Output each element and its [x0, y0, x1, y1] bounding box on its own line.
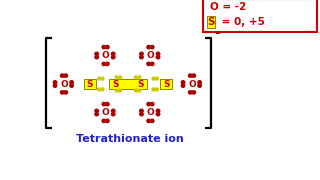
Text: S: S [112, 80, 118, 89]
Bar [160, 79, 172, 89]
Circle shape [95, 52, 99, 55]
Circle shape [155, 88, 158, 91]
Circle shape [70, 84, 73, 87]
Circle shape [111, 109, 115, 112]
Circle shape [192, 74, 196, 77]
Circle shape [95, 109, 99, 112]
Circle shape [198, 81, 201, 84]
Circle shape [140, 109, 143, 112]
Circle shape [192, 91, 196, 94]
Circle shape [106, 102, 109, 106]
Circle shape [95, 55, 99, 59]
Circle shape [102, 102, 106, 106]
Circle shape [101, 77, 104, 80]
Text: O: O [188, 80, 196, 89]
Circle shape [138, 89, 141, 92]
Bar [203, 0, 317, 31]
Bar [207, 16, 215, 28]
Circle shape [150, 119, 154, 123]
Circle shape [60, 74, 64, 77]
Circle shape [134, 76, 138, 79]
Bar [109, 79, 147, 89]
Circle shape [147, 119, 150, 123]
Text: = 0, +5: = 0, +5 [218, 17, 264, 27]
Circle shape [101, 88, 104, 91]
Circle shape [156, 112, 160, 116]
Text: O: O [102, 51, 109, 60]
Circle shape [147, 46, 150, 49]
Circle shape [102, 46, 106, 49]
Circle shape [150, 46, 154, 49]
Circle shape [156, 55, 160, 59]
Circle shape [140, 55, 143, 59]
Circle shape [156, 109, 160, 112]
Circle shape [188, 91, 192, 94]
Circle shape [115, 76, 118, 79]
Text: S: S [138, 80, 144, 89]
Text: 2 -: 2 - [215, 26, 228, 36]
Text: O: O [60, 80, 68, 89]
Circle shape [64, 91, 68, 94]
Circle shape [111, 112, 115, 116]
Circle shape [70, 81, 73, 84]
Circle shape [150, 62, 154, 66]
Circle shape [134, 89, 138, 92]
Circle shape [150, 102, 154, 106]
Circle shape [181, 81, 185, 84]
Circle shape [140, 52, 143, 55]
Text: S: S [207, 17, 215, 27]
Text: O: O [147, 51, 154, 60]
Bar [84, 79, 96, 89]
Circle shape [111, 55, 115, 59]
Circle shape [188, 74, 192, 77]
Circle shape [147, 62, 150, 66]
Circle shape [95, 112, 99, 116]
Circle shape [152, 88, 155, 91]
Text: O = -2: O = -2 [210, 2, 246, 12]
Circle shape [115, 89, 118, 92]
Text: O: O [102, 108, 109, 117]
Circle shape [98, 77, 101, 80]
Circle shape [106, 46, 109, 49]
Text: Tetrathionate ion: Tetrathionate ion [76, 134, 183, 145]
Circle shape [106, 119, 109, 123]
Circle shape [102, 62, 106, 66]
Circle shape [98, 88, 101, 91]
Circle shape [106, 62, 109, 66]
Text: S: S [163, 80, 170, 89]
Text: S: S [86, 80, 93, 89]
Circle shape [53, 81, 57, 84]
Circle shape [118, 89, 122, 92]
Circle shape [198, 84, 201, 87]
Circle shape [118, 76, 122, 79]
Circle shape [156, 52, 160, 55]
Circle shape [140, 112, 143, 116]
Circle shape [60, 91, 64, 94]
Circle shape [147, 102, 150, 106]
Circle shape [155, 77, 158, 80]
Text: O: O [147, 108, 154, 117]
Circle shape [181, 84, 185, 87]
Circle shape [138, 76, 141, 79]
Circle shape [111, 52, 115, 55]
Circle shape [102, 119, 106, 123]
Circle shape [64, 74, 68, 77]
Circle shape [53, 84, 57, 87]
Circle shape [152, 77, 155, 80]
